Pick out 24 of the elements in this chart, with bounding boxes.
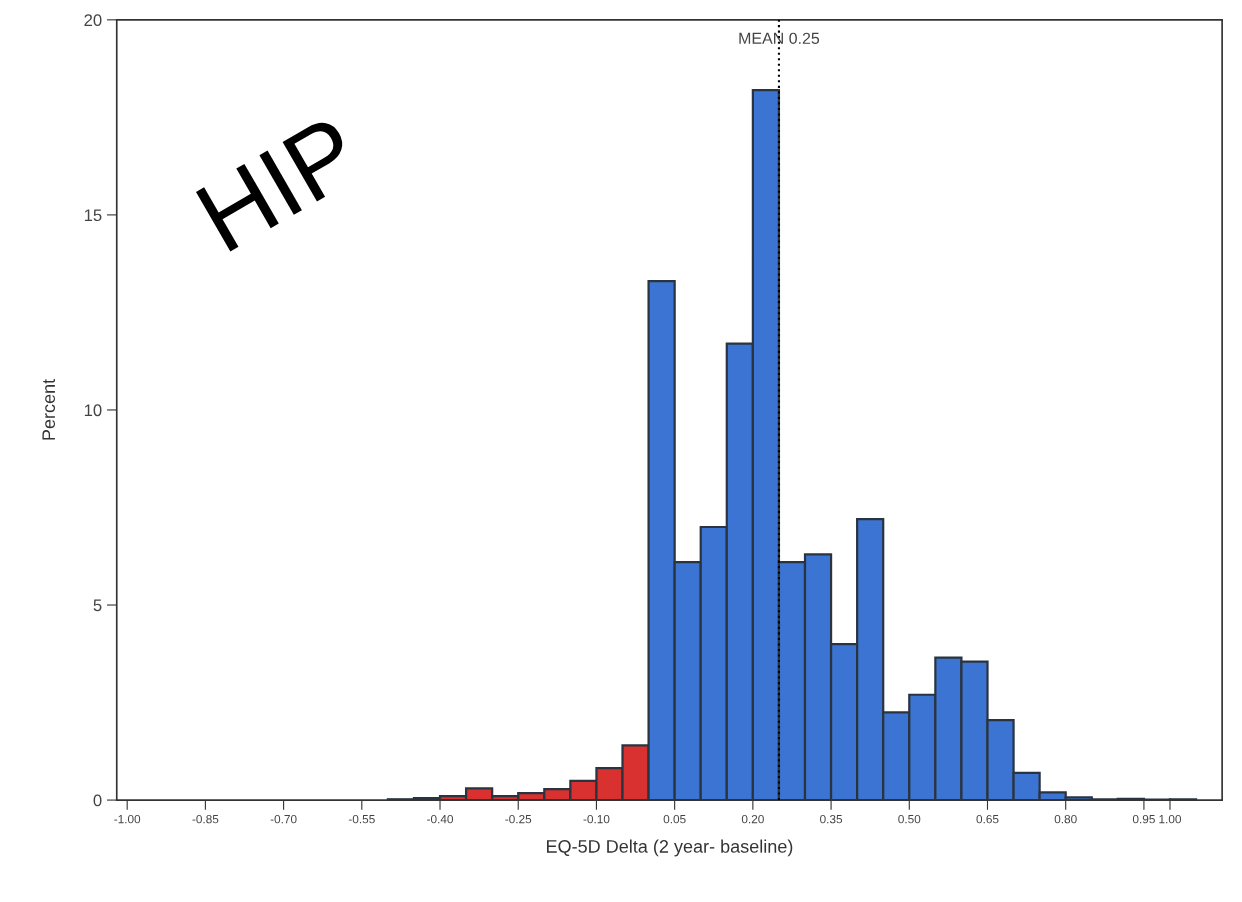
y-tick-label: 20 [84,14,102,27]
x-tick-label: -0.25 [505,814,532,824]
y-tick-label: 15 [84,209,102,222]
x-tick-label: 0.65 [976,814,999,824]
x-tick-label: -0.55 [348,814,375,824]
y-tick-label: 0 [93,794,102,807]
y-tick-label: 5 [93,599,102,612]
x-tick-label: 0.95 [1132,814,1155,824]
x-tick-label: 0.05 [663,814,686,824]
annotation: HIP [196,115,364,252]
x-tick-label: 0.50 [898,814,921,824]
x-tick-label: -0.70 [270,814,297,824]
x-axis-title: EQ-5D Delta (2 year- baseline) [547,839,793,857]
x-tick-label: 0.80 [1054,814,1077,824]
ref-line-label: MEAN 0.25 [739,32,820,44]
x-tick-label: 1.00 [1159,814,1182,824]
x-tick-label: 0.35 [820,814,843,824]
x-tick-label: 0.20 [741,814,764,824]
y-axis-title: Percent [42,378,56,440]
x-tick-label: -0.40 [427,814,454,824]
x-tick-label: -0.85 [192,814,219,824]
x-tick-label: -1.00 [114,814,141,824]
y-tick-label: 10 [84,404,102,417]
x-tick-label: -0.10 [583,814,610,824]
